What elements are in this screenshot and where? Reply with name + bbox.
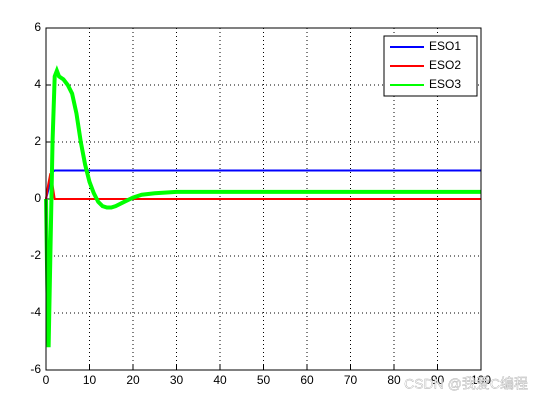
x-tick-label: 0 (43, 373, 50, 387)
x-tick-label: 20 (126, 373, 140, 387)
y-tick-label: 0 (34, 191, 41, 205)
x-tick-label: 60 (300, 373, 314, 387)
x-tick-label: 70 (344, 373, 358, 387)
x-tick-label: 50 (257, 373, 271, 387)
legend-label: ESO2 (429, 58, 461, 72)
x-tick-label: 80 (387, 373, 401, 387)
series-line (44, 65, 481, 348)
y-tick-label: 6 (34, 20, 41, 34)
y-tick-label: -6 (30, 362, 41, 376)
axes-box (45, 27, 482, 371)
legend-label: ESO1 (429, 39, 461, 53)
y-tick-label: -2 (30, 248, 41, 262)
x-tick-label: 40 (213, 373, 227, 387)
x-tick-label: 10 (83, 373, 97, 387)
legend-label: ESO3 (429, 77, 461, 91)
x-tick-label: 100 (471, 373, 491, 387)
y-tick-label: -4 (30, 305, 41, 319)
x-tick-label: 30 (170, 373, 184, 387)
y-tick-label: 2 (34, 134, 41, 148)
x-tick-label: 90 (431, 373, 445, 387)
watermark: CSDN @我爱C编程 (404, 376, 528, 392)
y-tick-label: 4 (34, 77, 41, 91)
